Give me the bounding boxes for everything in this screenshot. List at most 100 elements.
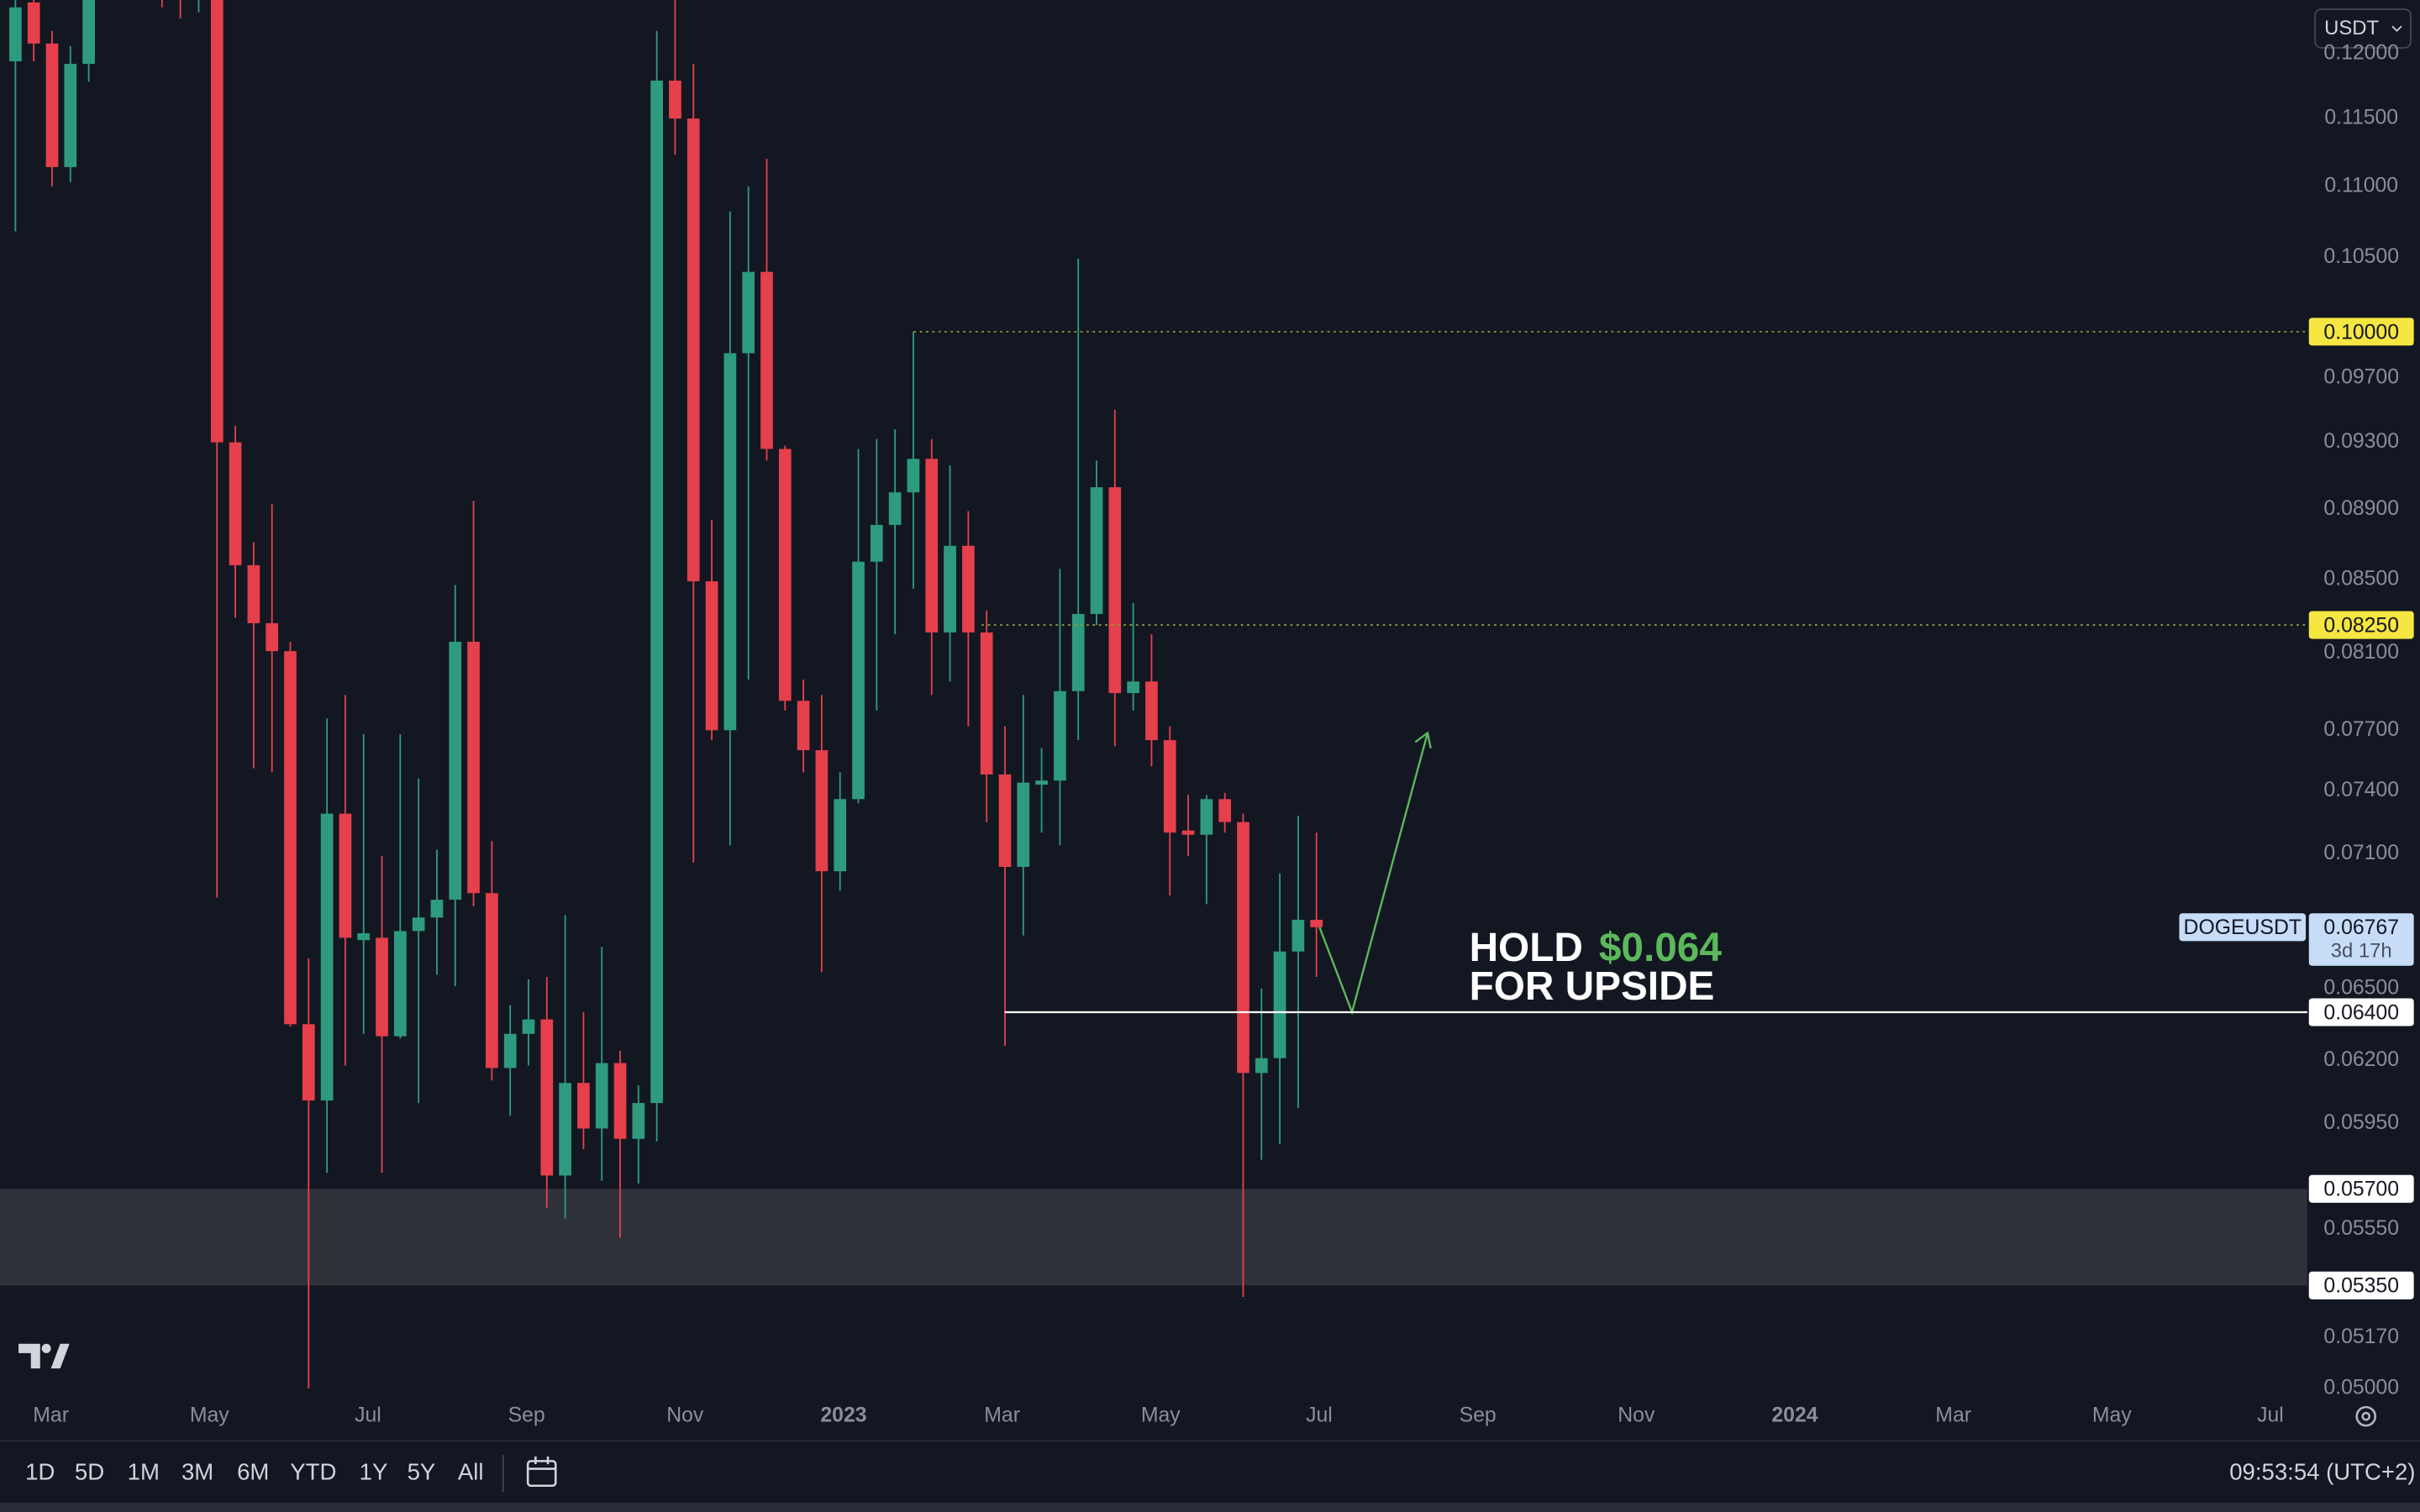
support-zone xyxy=(0,1189,2307,1286)
range-button[interactable]: 3M xyxy=(182,1458,213,1484)
candle-body xyxy=(1310,919,1323,927)
x-tick-label: Jul xyxy=(2257,1404,2284,1427)
y-tick-label: 0.08900 xyxy=(2323,497,2399,520)
y-tick-label: 0.09300 xyxy=(2323,430,2399,453)
range-button[interactable]: 6M xyxy=(237,1458,269,1484)
candle-body xyxy=(705,581,718,731)
candle-body xyxy=(1181,830,1195,835)
candle-body xyxy=(1273,951,1286,1058)
candle-body xyxy=(376,937,388,1037)
x-tick-label: 2024 xyxy=(1771,1404,1818,1427)
candle-body xyxy=(82,0,95,65)
x-tick-label: Nov xyxy=(666,1404,704,1427)
y-tick-label: 0.05950 xyxy=(2323,1111,2399,1134)
clock: 09:53:54 (UTC+2) xyxy=(2229,1458,2415,1484)
candle-body xyxy=(632,1103,645,1139)
candle-body xyxy=(669,80,681,119)
candle-body xyxy=(540,1019,554,1176)
level-price-tag-box xyxy=(2308,998,2414,1026)
x-tick-label: Jul xyxy=(355,1404,381,1427)
candle-body xyxy=(467,642,480,894)
symbol-box xyxy=(2179,913,2307,942)
candle-body xyxy=(357,933,371,941)
currency-label: USDT xyxy=(2324,17,2379,39)
y-tick-label: 0.07700 xyxy=(2323,718,2399,741)
y-tick-label: 0.05000 xyxy=(2323,1377,2399,1399)
range-button[interactable]: 1D xyxy=(25,1458,55,1484)
candle-body xyxy=(1108,487,1122,694)
x-tick-label: Sep xyxy=(1460,1404,1497,1427)
level-price-tag-box xyxy=(2308,318,2414,346)
candle-body xyxy=(430,900,444,918)
candle-body xyxy=(888,492,902,525)
candle-body xyxy=(815,750,829,872)
y-tick-label: 0.11000 xyxy=(2324,174,2398,197)
current-price: 0.06767 xyxy=(2323,916,2399,939)
range-button[interactable]: All xyxy=(458,1458,484,1484)
x-tick-label: May xyxy=(190,1404,229,1427)
x-tick-label: May xyxy=(2092,1404,2132,1427)
candle-body xyxy=(1255,1058,1268,1074)
candle-body xyxy=(577,1083,590,1129)
candle-body xyxy=(45,43,59,167)
candle-body xyxy=(503,1033,517,1068)
candle-body xyxy=(1145,681,1158,741)
calendar-icon[interactable] xyxy=(526,1456,557,1488)
zone-price-tag: 0.05700 xyxy=(2323,1179,2399,1201)
candle-body xyxy=(449,642,462,900)
x-tick-label: May xyxy=(1141,1404,1181,1427)
candle-body xyxy=(1218,799,1232,822)
candle-body xyxy=(778,449,792,701)
candle-body xyxy=(870,524,883,562)
x-tick-label: Mar xyxy=(984,1404,1020,1427)
candle-body xyxy=(742,271,755,354)
candle-body xyxy=(339,813,352,938)
candle-body xyxy=(1163,740,1176,833)
bottom-strip xyxy=(0,1502,2420,1512)
tradingview-logo xyxy=(18,1343,70,1369)
candle-body xyxy=(27,2,40,44)
range-button[interactable]: YTD xyxy=(290,1458,336,1484)
candle-body xyxy=(522,1019,535,1034)
candle-body xyxy=(1054,690,1066,781)
annotation-upside: FOR UPSIDE xyxy=(1470,964,1715,1009)
candle-body xyxy=(412,917,425,932)
level-price-tag: 0.06400 xyxy=(2323,1001,2399,1024)
candle-body xyxy=(1090,487,1103,614)
candle-body xyxy=(486,893,498,1068)
candle-body xyxy=(852,561,865,800)
candle-body xyxy=(650,80,663,1104)
range-button[interactable]: 1Y xyxy=(360,1458,388,1484)
x-tick-label: 2023 xyxy=(820,1404,866,1427)
candle-body xyxy=(266,622,279,652)
x-tick-label: Nov xyxy=(1618,1404,1655,1427)
level-price-tag: 0.10000 xyxy=(2323,321,2399,344)
candle-body xyxy=(64,64,77,167)
dropdown-caret xyxy=(2391,25,2402,33)
plot-area xyxy=(0,0,2307,1389)
candle-body xyxy=(1127,681,1139,694)
range-button[interactable]: 1M xyxy=(128,1458,160,1484)
currency-button[interactable] xyxy=(2314,8,2412,49)
candle-body xyxy=(687,118,700,582)
candle-body xyxy=(760,271,773,449)
candle-body xyxy=(834,799,847,872)
candle-body xyxy=(320,813,334,1101)
x-tick-label: Sep xyxy=(508,1404,545,1427)
zone-price-tag: 0.05350 xyxy=(2323,1275,2399,1298)
level-price-tag: 0.08250 xyxy=(2323,614,2399,637)
candle-body xyxy=(284,651,297,1025)
range-button[interactable]: 5Y xyxy=(408,1458,436,1484)
y-tick-label: 0.06200 xyxy=(2323,1048,2399,1071)
candle-body xyxy=(1292,919,1305,952)
range-button[interactable]: 5D xyxy=(75,1458,104,1484)
candle-body xyxy=(229,442,242,565)
settings-icon[interactable] xyxy=(2355,1405,2377,1427)
y-tick-label: 0.09700 xyxy=(2323,366,2399,389)
candle-body xyxy=(797,701,810,751)
countdown: 3d 17h xyxy=(2331,940,2392,963)
candle-body xyxy=(302,1024,315,1101)
y-tick-label: 0.05170 xyxy=(2323,1326,2399,1348)
candle-body xyxy=(925,459,939,633)
